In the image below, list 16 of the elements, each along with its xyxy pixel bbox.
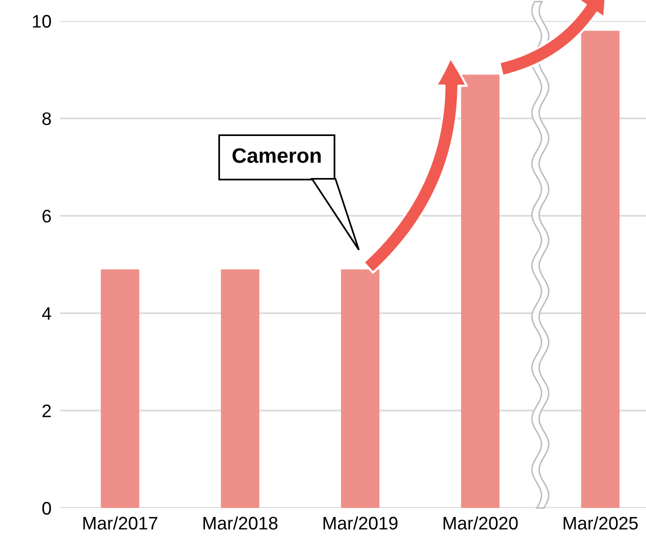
y-tick-label: 2	[42, 404, 51, 418]
annotation: Cameron	[232, 148, 321, 163]
x-tick-label: Mar/2020	[444, 516, 518, 530]
x-tick-label: Mar/2025	[564, 516, 638, 530]
y-tick-label: 6	[42, 210, 51, 223]
y-tick-label: 10	[32, 14, 51, 28]
y-tick-label: 8	[42, 112, 51, 126]
bar	[461, 74, 500, 508]
bar	[100, 269, 140, 508]
x-tick-label: Mar/2018	[203, 516, 278, 530]
bar	[340, 269, 380, 508]
y-tick-label: 4	[42, 307, 52, 320]
x-tick-label: Mar/2019	[324, 516, 398, 530]
y-tick-label: 0	[42, 502, 51, 515]
bar	[220, 269, 260, 508]
x-tick-label: Mar/2017	[83, 516, 158, 530]
